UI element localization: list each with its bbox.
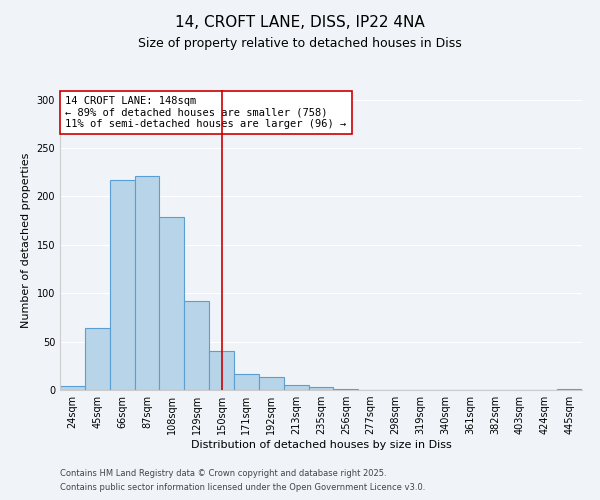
- Bar: [134, 176, 160, 390]
- Bar: [557, 389, 582, 390]
- Text: 14, CROFT LANE, DISS, IP22 4NA: 14, CROFT LANE, DISS, IP22 4NA: [175, 15, 425, 30]
- Bar: [160, 217, 184, 390]
- X-axis label: Distribution of detached houses by size in Diss: Distribution of detached houses by size …: [191, 440, 451, 450]
- Text: Size of property relative to detached houses in Diss: Size of property relative to detached ho…: [138, 38, 462, 51]
- Bar: [209, 352, 234, 390]
- Text: Contains public sector information licensed under the Open Government Licence v3: Contains public sector information licen…: [60, 484, 425, 492]
- Text: Contains HM Land Registry data © Crown copyright and database right 2025.: Contains HM Land Registry data © Crown c…: [60, 468, 386, 477]
- Bar: [60, 386, 85, 390]
- Bar: [85, 328, 110, 390]
- Bar: [308, 387, 334, 390]
- Bar: [284, 385, 308, 390]
- Bar: [334, 389, 358, 390]
- Y-axis label: Number of detached properties: Number of detached properties: [21, 152, 31, 328]
- Bar: [234, 374, 259, 390]
- Bar: [259, 378, 284, 390]
- Bar: [184, 301, 209, 390]
- Text: 14 CROFT LANE: 148sqm
← 89% of detached houses are smaller (758)
11% of semi-det: 14 CROFT LANE: 148sqm ← 89% of detached …: [65, 96, 346, 129]
- Bar: [110, 180, 134, 390]
